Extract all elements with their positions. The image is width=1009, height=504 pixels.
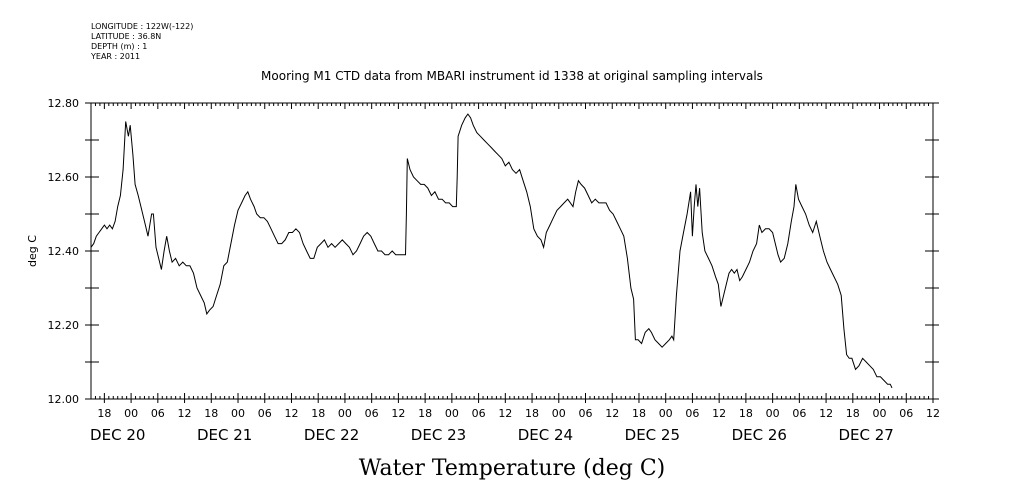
metadata-line: LATITUDE : 36.8N: [91, 32, 162, 41]
x-axis-label: Water Temperature (deg C): [359, 456, 666, 481]
x-tick-label: 18: [418, 407, 432, 420]
x-tick-label: 00: [445, 407, 459, 420]
x-tick-label: 06: [472, 407, 486, 420]
metadata-block: LONGITUDE : 122W(-122) LATITUDE : 36.8N …: [91, 22, 193, 62]
x-tick-label: 06: [792, 407, 806, 420]
x-day-label: DEC 24: [518, 426, 573, 444]
y-tick-label: 12.60: [48, 171, 80, 184]
x-day-label: DEC 23: [411, 426, 466, 444]
x-tick-label: 12: [712, 407, 726, 420]
y-axis-label: deg C: [26, 235, 39, 267]
x-tick-label: 06: [365, 407, 379, 420]
x-tick-label: 12: [498, 407, 512, 420]
x-day-label: DEC 21: [197, 426, 252, 444]
metadata-line: DEPTH (m) : 1: [91, 42, 148, 51]
x-tick-label: 18: [204, 407, 218, 420]
plot-frame: [90, 102, 934, 400]
x-tick-label: 06: [899, 407, 913, 420]
y-tick-labels: 12.00 12.20 12.40 12.60 12.80: [48, 97, 80, 406]
metadata-line: LONGITUDE : 122W(-122): [91, 22, 194, 31]
series-line-water-temperature: [90, 113, 893, 389]
x-tick-labels: 18 00 06 12 18 00 06 12 18 00 06 12 18 00 06 12 18 00 06 12…: [97, 407, 940, 420]
x-day-label: DEC 26: [732, 426, 787, 444]
x-tick-label: 12: [178, 407, 192, 420]
x-tick-label: 06: [258, 407, 272, 420]
x-tick-label: 00: [124, 407, 138, 420]
x-tick-label: 12: [819, 407, 833, 420]
x-tick-label: 18: [739, 407, 753, 420]
x-tick-label: 12: [391, 407, 405, 420]
axis-ticks: [85, 102, 939, 403]
x-tick-label: 18: [311, 407, 325, 420]
x-tick-label: 00: [873, 407, 887, 420]
x-tick-label: 18: [632, 407, 646, 420]
x-tick-label: 00: [231, 407, 245, 420]
x-tick-label: 06: [151, 407, 165, 420]
x-tick-label: 00: [552, 407, 566, 420]
x-tick-label: 18: [846, 407, 860, 420]
x-tick-label: 18: [97, 407, 111, 420]
x-tick-label: 12: [926, 407, 940, 420]
x-tick-label: 00: [659, 407, 673, 420]
x-tick-label: 12: [284, 407, 298, 420]
y-tick-label: 12.80: [48, 97, 80, 110]
x-day-label: DEC 25: [625, 426, 680, 444]
x-tick-label: 12: [605, 407, 619, 420]
x-day-label: DEC 22: [304, 426, 359, 444]
x-tick-label: 00: [766, 407, 780, 420]
y-tick-label: 12.20: [48, 319, 80, 332]
x-tick-label: 06: [579, 407, 593, 420]
y-tick-label: 12.40: [48, 245, 80, 258]
x-day-label: DEC 20: [90, 426, 145, 444]
metadata-line: YEAR : 2011: [91, 52, 141, 61]
x-tick-label: 06: [685, 407, 699, 420]
chart-title: Mooring M1 CTD data from MBARI instrumen…: [261, 69, 763, 83]
x-tick-label: 00: [338, 407, 352, 420]
x-day-labels: DEC 20 DEC 21 DEC 22 DEC 23 DEC 24 DEC 25 DEC …: [90, 426, 894, 444]
x-tick-label: 18: [525, 407, 539, 420]
x-day-label: DEC 27: [838, 426, 893, 444]
y-tick-label: 12.00: [48, 393, 80, 406]
